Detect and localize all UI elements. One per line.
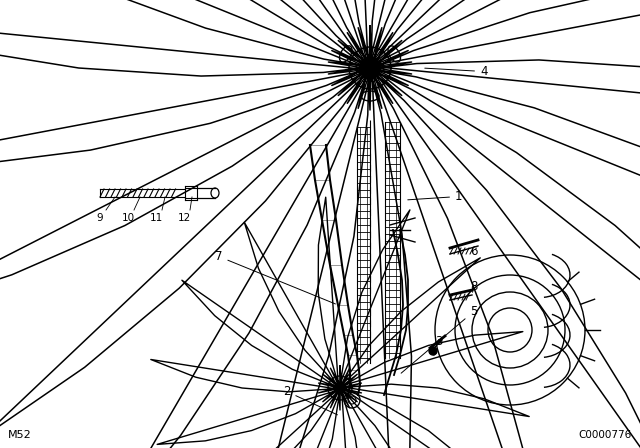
Text: 8: 8 (470, 280, 477, 293)
Text: 3: 3 (434, 335, 442, 355)
Text: 4: 4 (425, 65, 488, 78)
Text: 1: 1 (408, 190, 463, 203)
Text: M52: M52 (8, 430, 32, 440)
Text: 9: 9 (97, 213, 103, 223)
Text: 5: 5 (401, 305, 477, 373)
Text: 12: 12 (177, 213, 191, 223)
Text: 10: 10 (122, 213, 134, 223)
Circle shape (429, 347, 437, 355)
Text: 2: 2 (283, 385, 337, 415)
Text: 6: 6 (470, 245, 477, 258)
Text: C0000776: C0000776 (579, 430, 632, 440)
Text: 7: 7 (215, 250, 335, 304)
Text: 11: 11 (149, 213, 163, 223)
